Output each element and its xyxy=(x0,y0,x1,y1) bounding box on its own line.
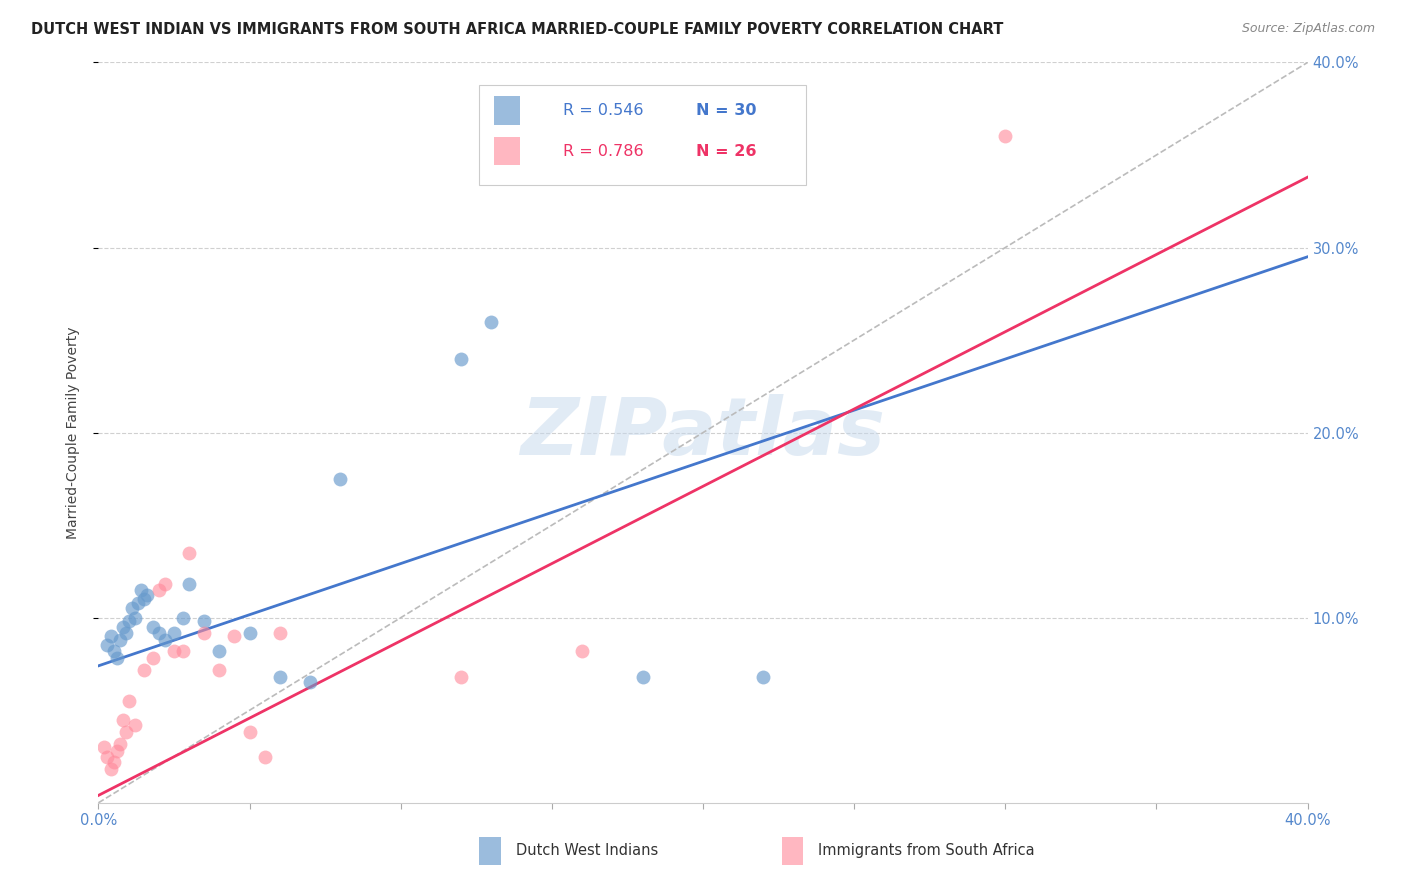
Point xyxy=(208,644,231,658)
Point xyxy=(299,675,322,690)
Point xyxy=(132,592,155,607)
Bar xyxy=(494,96,520,125)
Point xyxy=(103,644,125,658)
Point xyxy=(124,610,146,624)
Point xyxy=(450,670,472,684)
Point xyxy=(129,582,152,597)
Text: DUTCH WEST INDIAN VS IMMIGRANTS FROM SOUTH AFRICA MARRIED-COUPLE FAMILY POVERTY : DUTCH WEST INDIAN VS IMMIGRANTS FROM SOU… xyxy=(31,22,1004,37)
Text: Dutch West Indians: Dutch West Indians xyxy=(516,844,658,858)
Point xyxy=(111,620,134,634)
Text: ZIPatlas: ZIPatlas xyxy=(520,393,886,472)
Point xyxy=(111,713,134,727)
Point xyxy=(179,577,201,591)
Point xyxy=(121,601,143,615)
Point xyxy=(179,546,201,560)
Point xyxy=(142,651,165,665)
Point xyxy=(172,610,194,624)
Point xyxy=(571,644,593,658)
Point xyxy=(239,625,262,640)
Point xyxy=(163,644,186,658)
Point xyxy=(631,670,654,684)
Point xyxy=(114,625,136,640)
Point xyxy=(224,629,246,643)
Point xyxy=(172,644,194,658)
Point xyxy=(127,596,149,610)
Point xyxy=(96,749,118,764)
Point xyxy=(153,577,176,591)
Point xyxy=(124,718,146,732)
Point xyxy=(108,737,131,751)
Bar xyxy=(479,837,501,865)
Point xyxy=(329,472,352,486)
Point xyxy=(96,639,118,653)
Point xyxy=(481,314,503,328)
Point xyxy=(239,725,262,739)
Y-axis label: Married-Couple Family Poverty: Married-Couple Family Poverty xyxy=(66,326,80,539)
Point xyxy=(153,632,176,647)
Point xyxy=(100,763,122,777)
Point xyxy=(103,755,125,769)
Point xyxy=(118,615,141,629)
Point xyxy=(135,589,157,603)
Bar xyxy=(782,837,803,865)
FancyBboxPatch shape xyxy=(479,85,806,185)
Point xyxy=(208,663,231,677)
Point xyxy=(105,651,128,665)
Point xyxy=(193,625,215,640)
Point xyxy=(100,629,122,643)
Point xyxy=(105,744,128,758)
Point xyxy=(193,615,215,629)
Point xyxy=(450,351,472,366)
Point xyxy=(108,632,131,647)
Point xyxy=(132,663,155,677)
Text: N = 26: N = 26 xyxy=(696,144,756,159)
Text: Source: ZipAtlas.com: Source: ZipAtlas.com xyxy=(1241,22,1375,36)
Point xyxy=(253,749,276,764)
Text: N = 30: N = 30 xyxy=(696,103,756,118)
Point xyxy=(142,620,165,634)
Text: R = 0.546: R = 0.546 xyxy=(562,103,643,118)
Text: Immigrants from South Africa: Immigrants from South Africa xyxy=(818,844,1035,858)
Point xyxy=(93,740,115,755)
Text: R = 0.786: R = 0.786 xyxy=(562,144,644,159)
Point xyxy=(114,725,136,739)
Point xyxy=(269,625,291,640)
Point xyxy=(752,670,775,684)
Bar xyxy=(494,137,520,165)
Point xyxy=(148,625,170,640)
Point xyxy=(163,625,186,640)
Point xyxy=(148,582,170,597)
Point xyxy=(118,694,141,708)
Point xyxy=(269,670,291,684)
Point xyxy=(994,129,1017,144)
